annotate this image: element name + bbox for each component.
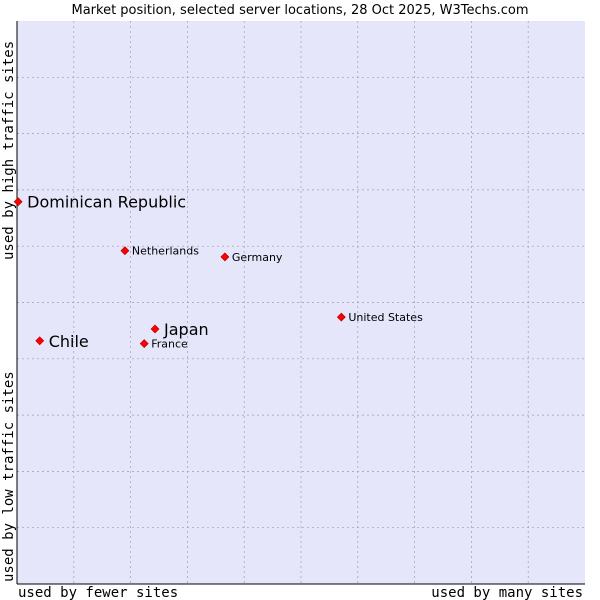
data-label-netherlands: Netherlands (132, 245, 199, 258)
data-points: Dominican Republic Netherlands Germany Unit… (13, 193, 423, 351)
data-point-chile (35, 336, 45, 346)
data-label-chile: Chile (49, 332, 89, 351)
x-axis-label-right: used by many sites (431, 585, 583, 600)
data-point-germany (220, 252, 230, 262)
grid (17, 21, 585, 584)
chart-title: Market position, selected server locatio… (71, 3, 528, 18)
data-point-dominican-republic (13, 197, 23, 207)
data-label-dominican-republic: Dominican Republic (27, 193, 186, 212)
data-label-france: France (151, 338, 188, 351)
data-point-netherlands (120, 246, 130, 256)
y-axis-label-top: used by high traffic sites (1, 41, 17, 260)
data-point-japan (150, 324, 160, 334)
data-point-united-states (336, 312, 346, 322)
y-axis-label-bottom: used by low traffic sites (1, 371, 17, 582)
x-axis-label-left: used by fewer sites (18, 585, 178, 600)
data-label-japan: Japan (163, 320, 209, 339)
data-label-united-states: United States (348, 311, 423, 324)
data-label-germany: Germany (232, 251, 283, 264)
data-point-france (139, 339, 149, 349)
